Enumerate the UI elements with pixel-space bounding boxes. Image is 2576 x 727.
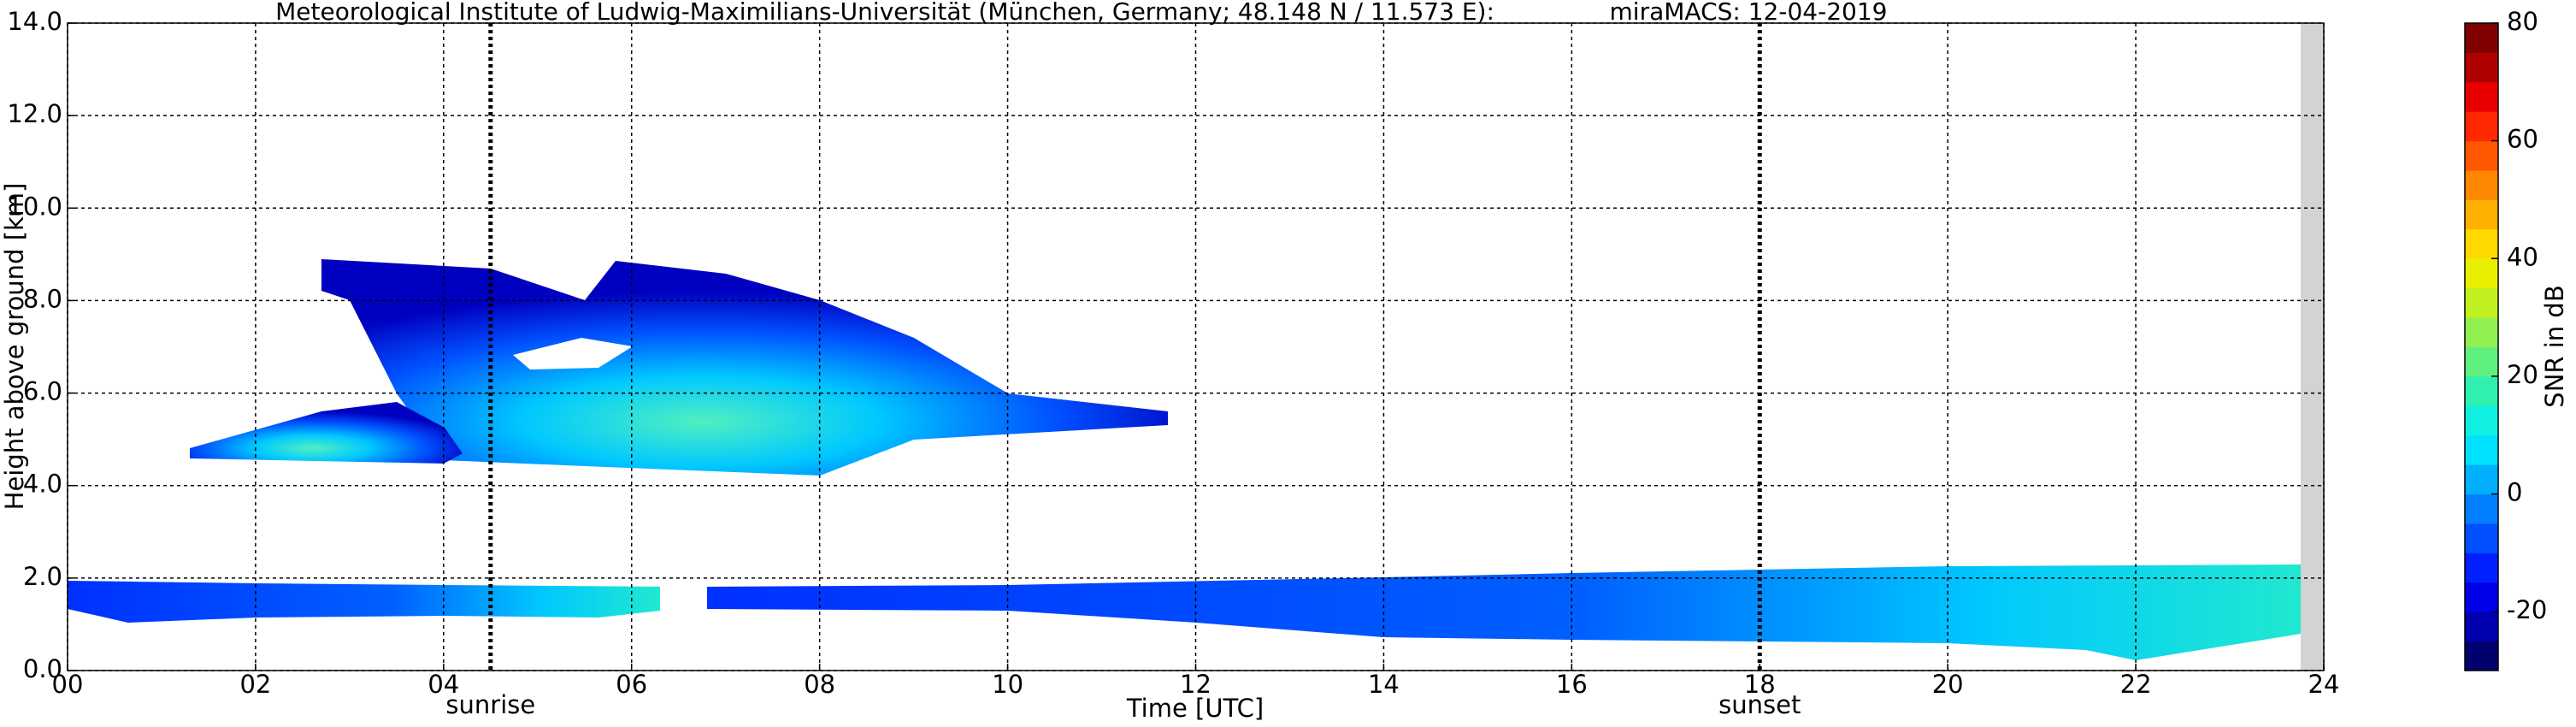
x-tick-label: 10 [992,670,1023,699]
colorbar-tick-label: 80 [2507,7,2538,36]
x-tick-label: 14 [1368,670,1400,699]
colorbar-segment [2465,23,2498,53]
colorbar-segment [2465,641,2498,671]
x-tick-label: 24 [2308,670,2340,699]
colorbar-segment [2465,287,2498,318]
colorbar-segment [2465,81,2498,112]
colorbar-segment [2465,199,2498,230]
colorbar-segment [2465,258,2498,289]
colorbar-segment [2465,140,2498,171]
colorbar-segment [2465,375,2498,406]
radar-echo [321,259,1168,476]
y-tick-label: 14.0 [7,7,62,36]
colorbar-frame [2464,22,2499,671]
colorbar-tick-label: 20 [2507,360,2538,389]
y-axis-label: Height above ground [km] [0,183,29,511]
y-tick-label: 4.0 [23,470,62,499]
y-tick-label: 6.0 [23,377,62,406]
colorbar-segment [2465,553,2498,583]
x-tick-label: 02 [239,670,271,699]
y-tick-label: 0.0 [23,654,62,683]
x-axis-label: Time [UTC] [1126,694,1264,723]
y-tick-label: 10.0 [7,192,62,221]
y-tick-label: 12.0 [7,99,62,128]
x-tick-label: 08 [804,670,835,699]
colorbar-segment [2465,494,2498,524]
axes: 00 02 04 06 08 10 12 14 16 18 20 22 24 0.0 2.0 4.0 6.0 8.… [7,7,2547,719]
x-tick-label: 00 [52,670,84,699]
colorbar-segment [2465,228,2498,259]
radar-echo [513,338,633,369]
chart-title: Meteorological Institute of Ludwig-Maxim… [275,0,1494,26]
colorbar-tick-label: 60 [2507,125,2538,154]
radar-echoes [68,259,2301,660]
colorbar-segment [2465,52,2498,83]
colorbar-label: SNR in dB [2540,285,2569,407]
marker-label: sunrise [445,690,535,719]
no-data-region [2301,23,2324,671]
radar-echo [190,402,463,464]
colorbar-tick-label: -20 [2507,595,2547,624]
colorbar-segment [2465,111,2498,142]
x-tick-label: 12 [1180,670,1211,699]
colorbar-segment [2465,523,2498,553]
colorbar-segment [2465,612,2498,642]
radar-echo [68,581,660,623]
x-tick-label: 16 [1556,670,1588,699]
colorbar-segment [2465,346,2498,377]
plot-frame [67,22,2325,671]
y-tick-label: 8.0 [23,284,62,313]
colorbar-segment [2465,405,2498,436]
x-tick-label: 18 [1744,670,1776,699]
colorbar-tick-label: 0 [2507,478,2522,507]
x-tick-label: 06 [616,670,647,699]
colorbar-segment [2465,170,2498,200]
marker-label: sunset [1718,690,1801,719]
colorbar-segment [2465,434,2498,465]
colorbar-segment [2465,317,2498,347]
x-tick-label: 20 [1932,670,1964,699]
x-tick-label: 22 [2120,670,2152,699]
chart-subtitle: miraMACS: 12-04-2019 [1610,0,1888,26]
y-tick-label: 2.0 [23,562,62,591]
colorbar-segment [2465,582,2498,612]
colorbar-tick-label: 40 [2507,242,2538,271]
x-tick-label: 04 [427,670,459,699]
radar-echo [707,564,2301,660]
colorbar-segment [2465,464,2498,495]
